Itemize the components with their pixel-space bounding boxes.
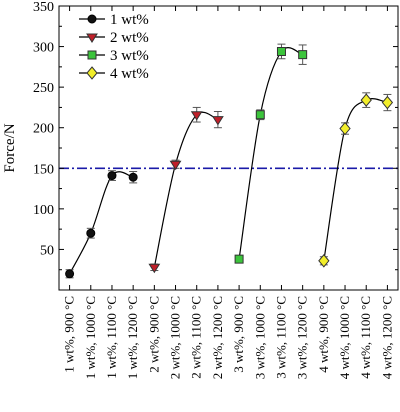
data-point: [318, 254, 330, 268]
fit-curve: [323, 98, 388, 261]
x-tick-label: 2 wt%, 900 °C: [146, 296, 161, 373]
fit-curve: [153, 111, 219, 268]
y-tick-label: 50: [40, 243, 54, 258]
data-point: [190, 111, 203, 121]
y-tick-label: 150: [33, 162, 54, 177]
legend-label: 1 wt%: [110, 12, 149, 28]
data-point: [298, 50, 308, 60]
y-tick-label: 300: [33, 41, 54, 56]
legend-label: 4 wt%: [110, 66, 149, 82]
x-tick-label: 1 wt%, 1100 °C: [104, 296, 119, 379]
x-tick-label: 4 wt%, 1200 °C: [379, 296, 394, 379]
x-tick-label: 1 wt%, 900 °C: [62, 296, 77, 373]
y-tick-label: 250: [33, 81, 54, 96]
legend-label: 3 wt%: [110, 48, 149, 64]
x-tick-label: 3 wt%, 1000 °C: [252, 296, 267, 379]
markers-layer: [65, 46, 394, 279]
data-point: [255, 110, 265, 120]
data-point: [65, 269, 75, 279]
x-tick-label: 2 wt%, 1000 °C: [168, 296, 183, 379]
y-tick-label: 350: [33, 0, 54, 15]
data-point: [212, 116, 224, 126]
y-tick-label: 200: [33, 122, 54, 137]
data-point: [148, 263, 161, 274]
data-point: [339, 121, 351, 136]
x-tick-label: 1 wt%, 1200 °C: [125, 296, 140, 379]
x-tick-label: 4 wt%, 1000 °C: [337, 296, 352, 379]
x-tick-label: 3 wt%, 1200 °C: [295, 296, 310, 379]
legend-marker: [86, 66, 98, 80]
y-axis-title: Force/N: [2, 123, 18, 172]
x-tick-label: 2 wt%, 1100 °C: [189, 296, 204, 379]
x-tick-label: 4 wt%, 1100 °C: [358, 296, 373, 379]
fit-curve: [69, 171, 134, 275]
x-tick-label: 2 wt%, 1200 °C: [210, 296, 225, 379]
x-tick-label: 3 wt%, 1100 °C: [273, 296, 288, 379]
y-tick-label: 100: [33, 203, 54, 218]
legend-marker: [86, 33, 98, 43]
data-point: [128, 172, 138, 182]
axes-layer: 50 100 150 200 250 300 350 Force/N 1 wt%, 900 °C…: [2, 0, 398, 379]
data-point: [86, 228, 96, 238]
data-point: [381, 95, 394, 110]
x-tick-label: 3 wt%, 900 °C: [231, 296, 246, 373]
legend: 1 wt% 2 wt% 3 wt% 4 wt%: [79, 12, 149, 82]
data-point: [360, 93, 372, 107]
x-tick-label: 1 wt%, 1000 °C: [83, 296, 98, 379]
fit-curves-layer: [69, 47, 388, 275]
data-point: [169, 160, 182, 171]
legend-marker: [87, 50, 97, 60]
fit-curve: [238, 47, 303, 260]
data-point: [107, 171, 117, 181]
legend-marker: [87, 14, 97, 24]
legend-label: 2 wt%: [110, 30, 149, 46]
data-point: [276, 46, 286, 56]
x-tick-label: 4 wt%, 900 °C: [316, 296, 331, 373]
data-point: [234, 254, 244, 264]
